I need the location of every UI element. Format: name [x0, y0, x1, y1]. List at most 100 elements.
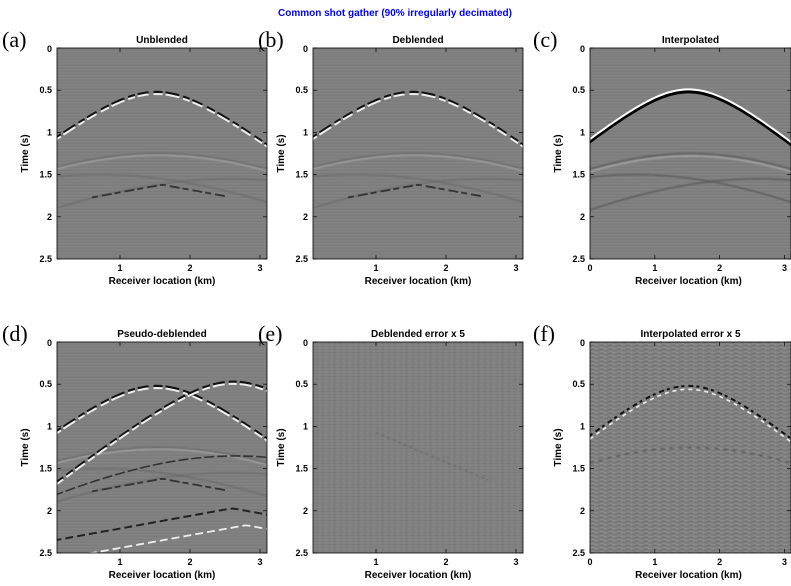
y-tick-label: 2.5 — [572, 254, 585, 264]
event-direct-light — [590, 88, 791, 144]
x-axis-label: Receiver location (km) — [635, 276, 742, 287]
x-tick-label: 2 — [187, 557, 192, 567]
event-2 — [590, 152, 791, 170]
panel-title: Interpolated error x 5 — [640, 329, 740, 340]
x-tick-label: 1 — [652, 263, 657, 273]
y-tick-label: 2 — [580, 212, 585, 222]
y-tick-label: 1 — [303, 421, 308, 431]
event-2-light — [57, 448, 267, 466]
y-tick-label: 2 — [47, 212, 52, 222]
x-axis-label: Receiver location (km) — [365, 570, 472, 581]
y-tick-label: 0 — [580, 44, 585, 54]
blend-event-2 — [57, 455, 267, 496]
panel-label: (e) — [258, 321, 282, 346]
y-tick-label: 0 — [47, 44, 52, 54]
y-tick-label: 1 — [303, 127, 308, 137]
event-2-light — [590, 155, 791, 173]
event-3 — [590, 178, 791, 211]
y-tick-label: 2.5 — [295, 548, 308, 558]
panel-title: Interpolated — [662, 35, 719, 46]
seismic-events — [590, 88, 791, 211]
x-tick-label: 1 — [117, 263, 122, 273]
x-tick-label: 3 — [513, 263, 518, 273]
axes-frame — [589, 341, 791, 554]
figure-title: Common shot gather (90% irregularly deci… — [278, 8, 512, 19]
event-3 — [57, 178, 267, 209]
axes-frame — [312, 341, 524, 554]
y-tick-label: 0.5 — [295, 85, 308, 95]
blend-event-3 — [57, 507, 267, 541]
panel-title: Deblended — [392, 35, 443, 46]
panel-d: (d) Pseudo-deblended 0 0.5 1 1.5 2 2.5 1 2 3 Receiv… — [2, 321, 268, 581]
y-tick-label: 1.5 — [572, 464, 585, 474]
y-tick-label: 0 — [303, 338, 308, 348]
x-tick-label: 1 — [373, 557, 378, 567]
event-direct-light — [57, 92, 267, 148]
panel-b: (b) Deblended 0 0.5 1 1.5 2 2.5 1 2 3 Receiver loca… — [258, 27, 524, 287]
panel-label: (c) — [533, 27, 557, 52]
axes-frame — [56, 341, 268, 554]
event-3 — [57, 472, 267, 503]
x-tick-label: 0 — [587, 263, 592, 273]
y-tick-label: 0 — [47, 338, 52, 348]
panel-e: (e) Deblended error x 5 0 0.5 1 1.5 2 2.5 1 2 3 Rec… — [258, 321, 524, 581]
seismic-events — [375, 432, 489, 481]
x-tick-label: 2 — [443, 557, 448, 567]
panel-title: Unblended — [136, 35, 188, 46]
x-tick-label: 3 — [257, 263, 262, 273]
x-tick-label: 3 — [782, 263, 787, 273]
axes-frame — [589, 47, 791, 260]
x-tick-label: 0 — [587, 557, 592, 567]
x-tick-label: 1 — [652, 557, 657, 567]
panel-label: (f) — [533, 321, 555, 346]
y-tick-label: 0 — [580, 338, 585, 348]
panel-label: (a) — [2, 27, 26, 52]
event-direct-light — [313, 92, 523, 148]
event-direct-dark — [313, 90, 523, 146]
event-3 — [313, 178, 523, 209]
y-tick-label: 0.5 — [295, 379, 308, 389]
axes-frame — [56, 47, 268, 260]
blend-event-4 — [87, 524, 267, 553]
y-axis-label: Time (s) — [276, 428, 287, 466]
y-tick-label: 2 — [303, 212, 308, 222]
x-tick-label: 2 — [717, 263, 722, 273]
y-tick-label: 0.5 — [572, 379, 585, 389]
residual-direct — [590, 384, 791, 440]
y-tick-label: 1 — [47, 421, 52, 431]
y-tick-label: 0.5 — [39, 379, 52, 389]
event-2-light — [313, 154, 523, 172]
x-axis-label: Receiver location (km) — [365, 276, 472, 287]
y-axis-label: Time (s) — [276, 134, 287, 172]
y-tick-label: 2 — [580, 506, 585, 516]
x-axis-label: Receiver location (km) — [109, 276, 216, 287]
panel-f: (f) Interpolated error x 500.511.522.50 1 2… — [533, 321, 791, 581]
event-4 — [313, 173, 523, 203]
x-tick-label: 2 — [717, 557, 722, 567]
event-direct-dark — [57, 90, 267, 146]
blend-event-dark — [57, 380, 267, 484]
x-tick-label: 1 — [117, 557, 122, 567]
axes-frame — [312, 47, 524, 260]
y-tick-label: 1.5 — [39, 464, 52, 474]
event-direct-dark — [590, 90, 791, 147]
event-direct-light — [57, 386, 267, 442]
event-4 — [57, 173, 267, 203]
y-axis-label: Time (s) — [553, 134, 564, 172]
residual-event — [375, 432, 489, 481]
panel-label: (b) — [258, 27, 284, 52]
panel-label: (d) — [2, 321, 28, 346]
y-axis-label: Time (s) — [20, 428, 31, 466]
y-tick-label: 1.5 — [295, 170, 308, 180]
x-tick-label: 3 — [513, 557, 518, 567]
y-tick-label: 2 — [303, 506, 308, 516]
event-4 — [57, 467, 267, 497]
event-2-light — [57, 154, 267, 172]
seismic-events — [313, 90, 523, 209]
x-axis-label: Receiver location (km) — [635, 570, 742, 581]
x-tick-label: 1 — [373, 263, 378, 273]
event-2 — [313, 152, 523, 170]
y-tick-label: 2.5 — [39, 548, 52, 558]
